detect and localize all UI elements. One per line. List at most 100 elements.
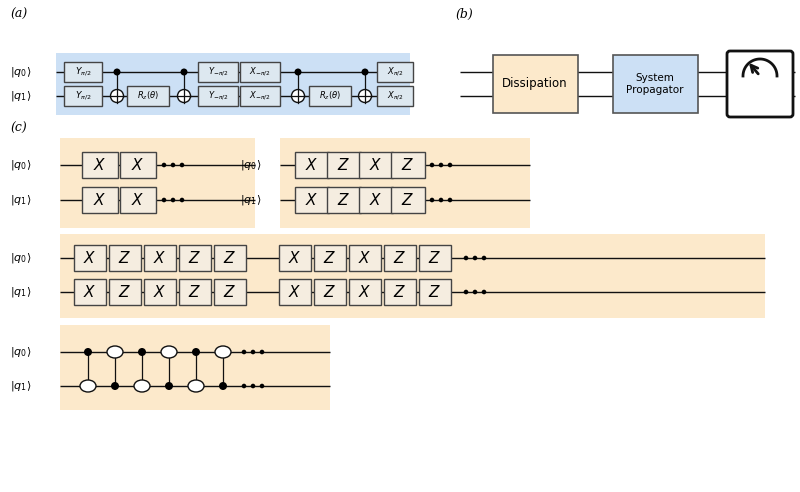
Circle shape bbox=[464, 256, 468, 260]
Text: $X$: $X$ bbox=[83, 250, 97, 266]
FancyBboxPatch shape bbox=[144, 245, 176, 271]
FancyBboxPatch shape bbox=[82, 187, 118, 213]
Circle shape bbox=[430, 198, 434, 202]
Circle shape bbox=[114, 68, 121, 75]
FancyBboxPatch shape bbox=[280, 138, 530, 228]
FancyBboxPatch shape bbox=[613, 55, 698, 113]
FancyBboxPatch shape bbox=[391, 187, 425, 213]
FancyBboxPatch shape bbox=[179, 245, 211, 271]
FancyBboxPatch shape bbox=[384, 279, 416, 305]
Text: $Z$: $Z$ bbox=[429, 250, 442, 266]
Ellipse shape bbox=[188, 380, 204, 392]
Circle shape bbox=[358, 90, 371, 102]
Ellipse shape bbox=[161, 346, 177, 358]
Ellipse shape bbox=[80, 380, 96, 392]
Text: $X$: $X$ bbox=[370, 192, 382, 208]
FancyBboxPatch shape bbox=[120, 187, 156, 213]
FancyBboxPatch shape bbox=[82, 152, 118, 178]
Ellipse shape bbox=[215, 346, 231, 358]
FancyBboxPatch shape bbox=[349, 245, 381, 271]
FancyBboxPatch shape bbox=[377, 62, 413, 82]
Circle shape bbox=[110, 90, 123, 102]
Text: $|q_0\rangle$: $|q_0\rangle$ bbox=[10, 251, 31, 265]
Text: $X$: $X$ bbox=[131, 192, 145, 208]
Circle shape bbox=[473, 290, 478, 294]
Text: $R_z(\theta)$: $R_z(\theta)$ bbox=[137, 90, 159, 102]
Text: $|q_1\rangle$: $|q_1\rangle$ bbox=[10, 379, 31, 393]
Text: $X$: $X$ bbox=[154, 284, 166, 300]
Text: $|q_0\rangle$: $|q_0\rangle$ bbox=[240, 158, 262, 172]
Text: $X$: $X$ bbox=[306, 157, 318, 173]
Text: $Y_{-\pi/2}$: $Y_{-\pi/2}$ bbox=[208, 90, 228, 102]
FancyBboxPatch shape bbox=[327, 187, 361, 213]
FancyBboxPatch shape bbox=[64, 62, 102, 82]
Circle shape bbox=[84, 348, 92, 356]
Text: $Z$: $Z$ bbox=[402, 192, 414, 208]
Text: $|q_1\rangle$: $|q_1\rangle$ bbox=[10, 193, 31, 207]
Text: $Z$: $Z$ bbox=[394, 284, 406, 300]
FancyBboxPatch shape bbox=[214, 245, 246, 271]
Circle shape bbox=[464, 290, 468, 294]
FancyBboxPatch shape bbox=[419, 245, 451, 271]
Circle shape bbox=[192, 348, 200, 356]
Text: $X$: $X$ bbox=[306, 192, 318, 208]
FancyBboxPatch shape bbox=[327, 152, 361, 178]
Circle shape bbox=[294, 68, 302, 75]
FancyBboxPatch shape bbox=[109, 279, 141, 305]
Text: $X_{\pi/2}$: $X_{\pi/2}$ bbox=[386, 65, 403, 78]
Circle shape bbox=[430, 163, 434, 167]
Text: (a): (a) bbox=[10, 8, 27, 21]
Text: $Z$: $Z$ bbox=[118, 250, 131, 266]
Circle shape bbox=[170, 198, 175, 202]
FancyBboxPatch shape bbox=[198, 86, 238, 106]
Text: $X$: $X$ bbox=[288, 250, 302, 266]
FancyBboxPatch shape bbox=[279, 245, 311, 271]
FancyBboxPatch shape bbox=[109, 245, 141, 271]
Circle shape bbox=[181, 68, 187, 75]
Text: $|q_1\rangle$: $|q_1\rangle$ bbox=[10, 285, 31, 299]
Text: $X$: $X$ bbox=[94, 157, 106, 173]
Circle shape bbox=[138, 348, 146, 356]
FancyBboxPatch shape bbox=[74, 279, 106, 305]
Circle shape bbox=[178, 90, 190, 102]
Text: $Z$: $Z$ bbox=[338, 192, 350, 208]
Ellipse shape bbox=[107, 346, 123, 358]
Text: $Y_{-\pi/2}$: $Y_{-\pi/2}$ bbox=[208, 65, 228, 78]
FancyBboxPatch shape bbox=[391, 152, 425, 178]
Text: $X$: $X$ bbox=[370, 157, 382, 173]
Ellipse shape bbox=[134, 380, 150, 392]
Text: $X$: $X$ bbox=[288, 284, 302, 300]
Text: $Z$: $Z$ bbox=[402, 157, 414, 173]
Text: $|q_0\rangle$: $|q_0\rangle$ bbox=[10, 345, 31, 359]
Text: $X$: $X$ bbox=[358, 250, 372, 266]
FancyBboxPatch shape bbox=[64, 86, 102, 106]
Circle shape bbox=[362, 68, 369, 75]
Text: $Z$: $Z$ bbox=[223, 250, 237, 266]
FancyBboxPatch shape bbox=[240, 86, 280, 106]
Text: $X_{-\pi/2}$: $X_{-\pi/2}$ bbox=[250, 90, 270, 102]
Text: $Z$: $Z$ bbox=[118, 284, 131, 300]
FancyBboxPatch shape bbox=[127, 86, 169, 106]
Circle shape bbox=[250, 350, 255, 354]
FancyBboxPatch shape bbox=[419, 279, 451, 305]
Text: $X_{\pi/2}$: $X_{\pi/2}$ bbox=[386, 90, 403, 102]
FancyBboxPatch shape bbox=[359, 152, 393, 178]
FancyBboxPatch shape bbox=[214, 279, 246, 305]
Text: (b): (b) bbox=[455, 8, 473, 21]
Text: $X$: $X$ bbox=[83, 284, 97, 300]
FancyBboxPatch shape bbox=[309, 86, 351, 106]
Text: $X$: $X$ bbox=[154, 250, 166, 266]
Text: $X$: $X$ bbox=[358, 284, 372, 300]
FancyBboxPatch shape bbox=[359, 187, 393, 213]
FancyBboxPatch shape bbox=[279, 279, 311, 305]
FancyBboxPatch shape bbox=[74, 245, 106, 271]
Circle shape bbox=[180, 163, 184, 167]
Circle shape bbox=[438, 163, 443, 167]
FancyBboxPatch shape bbox=[120, 152, 156, 178]
Text: $Z$: $Z$ bbox=[394, 250, 406, 266]
Text: $Y_{\pi/2}$: $Y_{\pi/2}$ bbox=[74, 65, 91, 78]
Text: $X$: $X$ bbox=[131, 157, 145, 173]
Circle shape bbox=[111, 382, 119, 390]
FancyBboxPatch shape bbox=[60, 138, 255, 228]
Text: $|q_0\rangle$: $|q_0\rangle$ bbox=[10, 158, 31, 172]
